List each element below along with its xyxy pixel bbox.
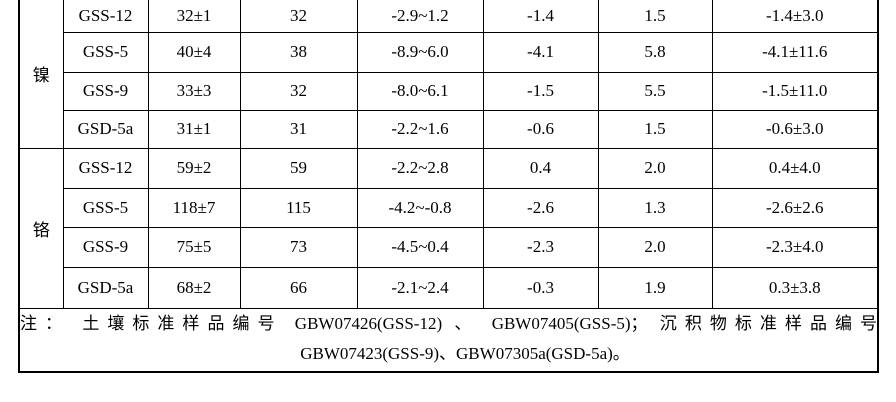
range-cell: -2.2~1.6 bbox=[356, 109, 484, 149]
table-row: GSS-9 75±5 73 -4.5~0.4 -2.3 2.0 -2.3±4.0 bbox=[19, 226, 879, 268]
certified-value-cell: 75±5 bbox=[147, 226, 241, 268]
sample-id-cell: GSS-12 bbox=[62, 0, 149, 33]
certified-value-cell: 40±4 bbox=[147, 31, 241, 73]
mean-error-cell: -2.6 bbox=[482, 187, 599, 228]
reference-material-results-table: 镍 GSS-12 32±1 32 -2.9~1.2 -1.4 1.5 -1.4±… bbox=[18, 0, 879, 373]
range-cell: -4.5~0.4 bbox=[356, 226, 484, 268]
element-cell-nickel: 镍 bbox=[18, 0, 64, 149]
measured-value-cell: 32 bbox=[239, 0, 358, 33]
combined-error-cell: -2.3±4.0 bbox=[711, 226, 879, 268]
table-footnote: 注： 土壤标准样品编号 GBW07426(GSS-12) 、 GBW07405(… bbox=[18, 307, 879, 373]
table-row: GSS-5 118±7 115 -4.2~-0.8 -2.6 1.3 -2.6±… bbox=[19, 187, 879, 228]
combined-error-cell: -4.1±11.6 bbox=[711, 31, 879, 73]
certified-value-cell: 68±2 bbox=[147, 266, 241, 309]
mean-error-cell: -2.3 bbox=[482, 226, 599, 268]
sample-id-cell: GSD-5a bbox=[62, 266, 149, 309]
certified-value-cell: 31±1 bbox=[147, 109, 241, 149]
sd-cell: 2.0 bbox=[597, 147, 713, 189]
table-row: GSD-5a 68±2 66 -2.1~2.4 -0.3 1.9 0.3±3.8 bbox=[19, 266, 879, 309]
combined-error-cell: 0.3±3.8 bbox=[711, 266, 879, 309]
combined-error-cell: -0.6±3.0 bbox=[711, 109, 879, 149]
range-cell: -8.9~6.0 bbox=[356, 31, 484, 73]
range-cell: -2.1~2.4 bbox=[356, 266, 484, 309]
sample-id-cell: GSD-5a bbox=[62, 109, 149, 149]
measured-value-cell: 115 bbox=[239, 187, 358, 228]
range-cell: -2.2~2.8 bbox=[356, 147, 484, 189]
measured-value-cell: 31 bbox=[239, 109, 358, 149]
table-row: GSS-5 40±4 38 -8.9~6.0 -4.1 5.8 -4.1±11.… bbox=[19, 31, 879, 73]
table-row: 铬 GSS-12 59±2 59 -2.2~2.8 0.4 2.0 0.4±4.… bbox=[18, 147, 879, 309]
sd-cell: 1.3 bbox=[597, 187, 713, 228]
combined-error-cell: 0.4±4.0 bbox=[711, 147, 879, 189]
table-row: 镍 GSS-12 32±1 32 -2.9~1.2 -1.4 1.5 -1.4±… bbox=[18, 0, 879, 149]
mean-error-cell: -1.5 bbox=[482, 71, 599, 111]
sd-cell: 2.0 bbox=[597, 226, 713, 268]
sample-id-cell: GSS-12 bbox=[62, 147, 149, 189]
sample-id-cell: GSS-5 bbox=[62, 31, 149, 73]
measured-value-cell: 38 bbox=[239, 31, 358, 73]
sd-cell: 1.5 bbox=[597, 0, 713, 33]
footnote-line-2: GBW07423(GSS-9)、GBW07305a(GSD-5a)。 bbox=[300, 343, 630, 363]
mean-error-cell: -4.1 bbox=[482, 31, 599, 73]
footnote-line-1: 注： 土壤标准样品编号 GBW07426(GSS-12) 、 GBW07405(… bbox=[20, 313, 877, 333]
certified-value-cell: 59±2 bbox=[147, 147, 241, 189]
measured-value-cell: 73 bbox=[239, 226, 358, 268]
sd-cell: 1.9 bbox=[597, 266, 713, 309]
range-cell: -4.2~-0.8 bbox=[356, 187, 484, 228]
table-note-row: 注： 土壤标准样品编号 GBW07426(GSS-12) 、 GBW07405(… bbox=[18, 307, 879, 373]
certified-value-cell: 118±7 bbox=[147, 187, 241, 228]
sample-id-cell: GSS-9 bbox=[62, 71, 149, 111]
element-cell-chromium: 铬 bbox=[18, 147, 64, 309]
sample-id-cell: GSS-5 bbox=[62, 187, 149, 228]
certified-value-cell: 32±1 bbox=[147, 0, 241, 33]
table-row: GSD-5a 31±1 31 -2.2~1.6 -0.6 1.5 -0.6±3.… bbox=[19, 109, 879, 149]
combined-error-cell: -2.6±2.6 bbox=[711, 187, 879, 228]
sample-id-cell: GSS-9 bbox=[62, 226, 149, 268]
combined-error-cell: -1.5±11.0 bbox=[711, 71, 879, 111]
range-cell: -8.0~6.1 bbox=[356, 71, 484, 111]
certified-value-cell: 33±3 bbox=[147, 71, 241, 111]
measured-value-cell: 66 bbox=[239, 266, 358, 309]
mean-error-cell: -0.6 bbox=[482, 109, 599, 149]
measured-value-cell: 59 bbox=[239, 147, 358, 189]
sd-cell: 1.5 bbox=[597, 109, 713, 149]
table-row: GSS-9 33±3 32 -8.0~6.1 -1.5 5.5 -1.5±11.… bbox=[19, 71, 879, 111]
mean-error-cell: 0.4 bbox=[482, 147, 599, 189]
sd-cell: 5.5 bbox=[597, 71, 713, 111]
measured-value-cell: 32 bbox=[239, 71, 358, 111]
range-cell: -2.9~1.2 bbox=[356, 0, 484, 33]
mean-error-cell: -1.4 bbox=[482, 0, 599, 33]
combined-error-cell: -1.4±3.0 bbox=[711, 0, 879, 33]
sd-cell: 5.8 bbox=[597, 31, 713, 73]
mean-error-cell: -0.3 bbox=[482, 266, 599, 309]
